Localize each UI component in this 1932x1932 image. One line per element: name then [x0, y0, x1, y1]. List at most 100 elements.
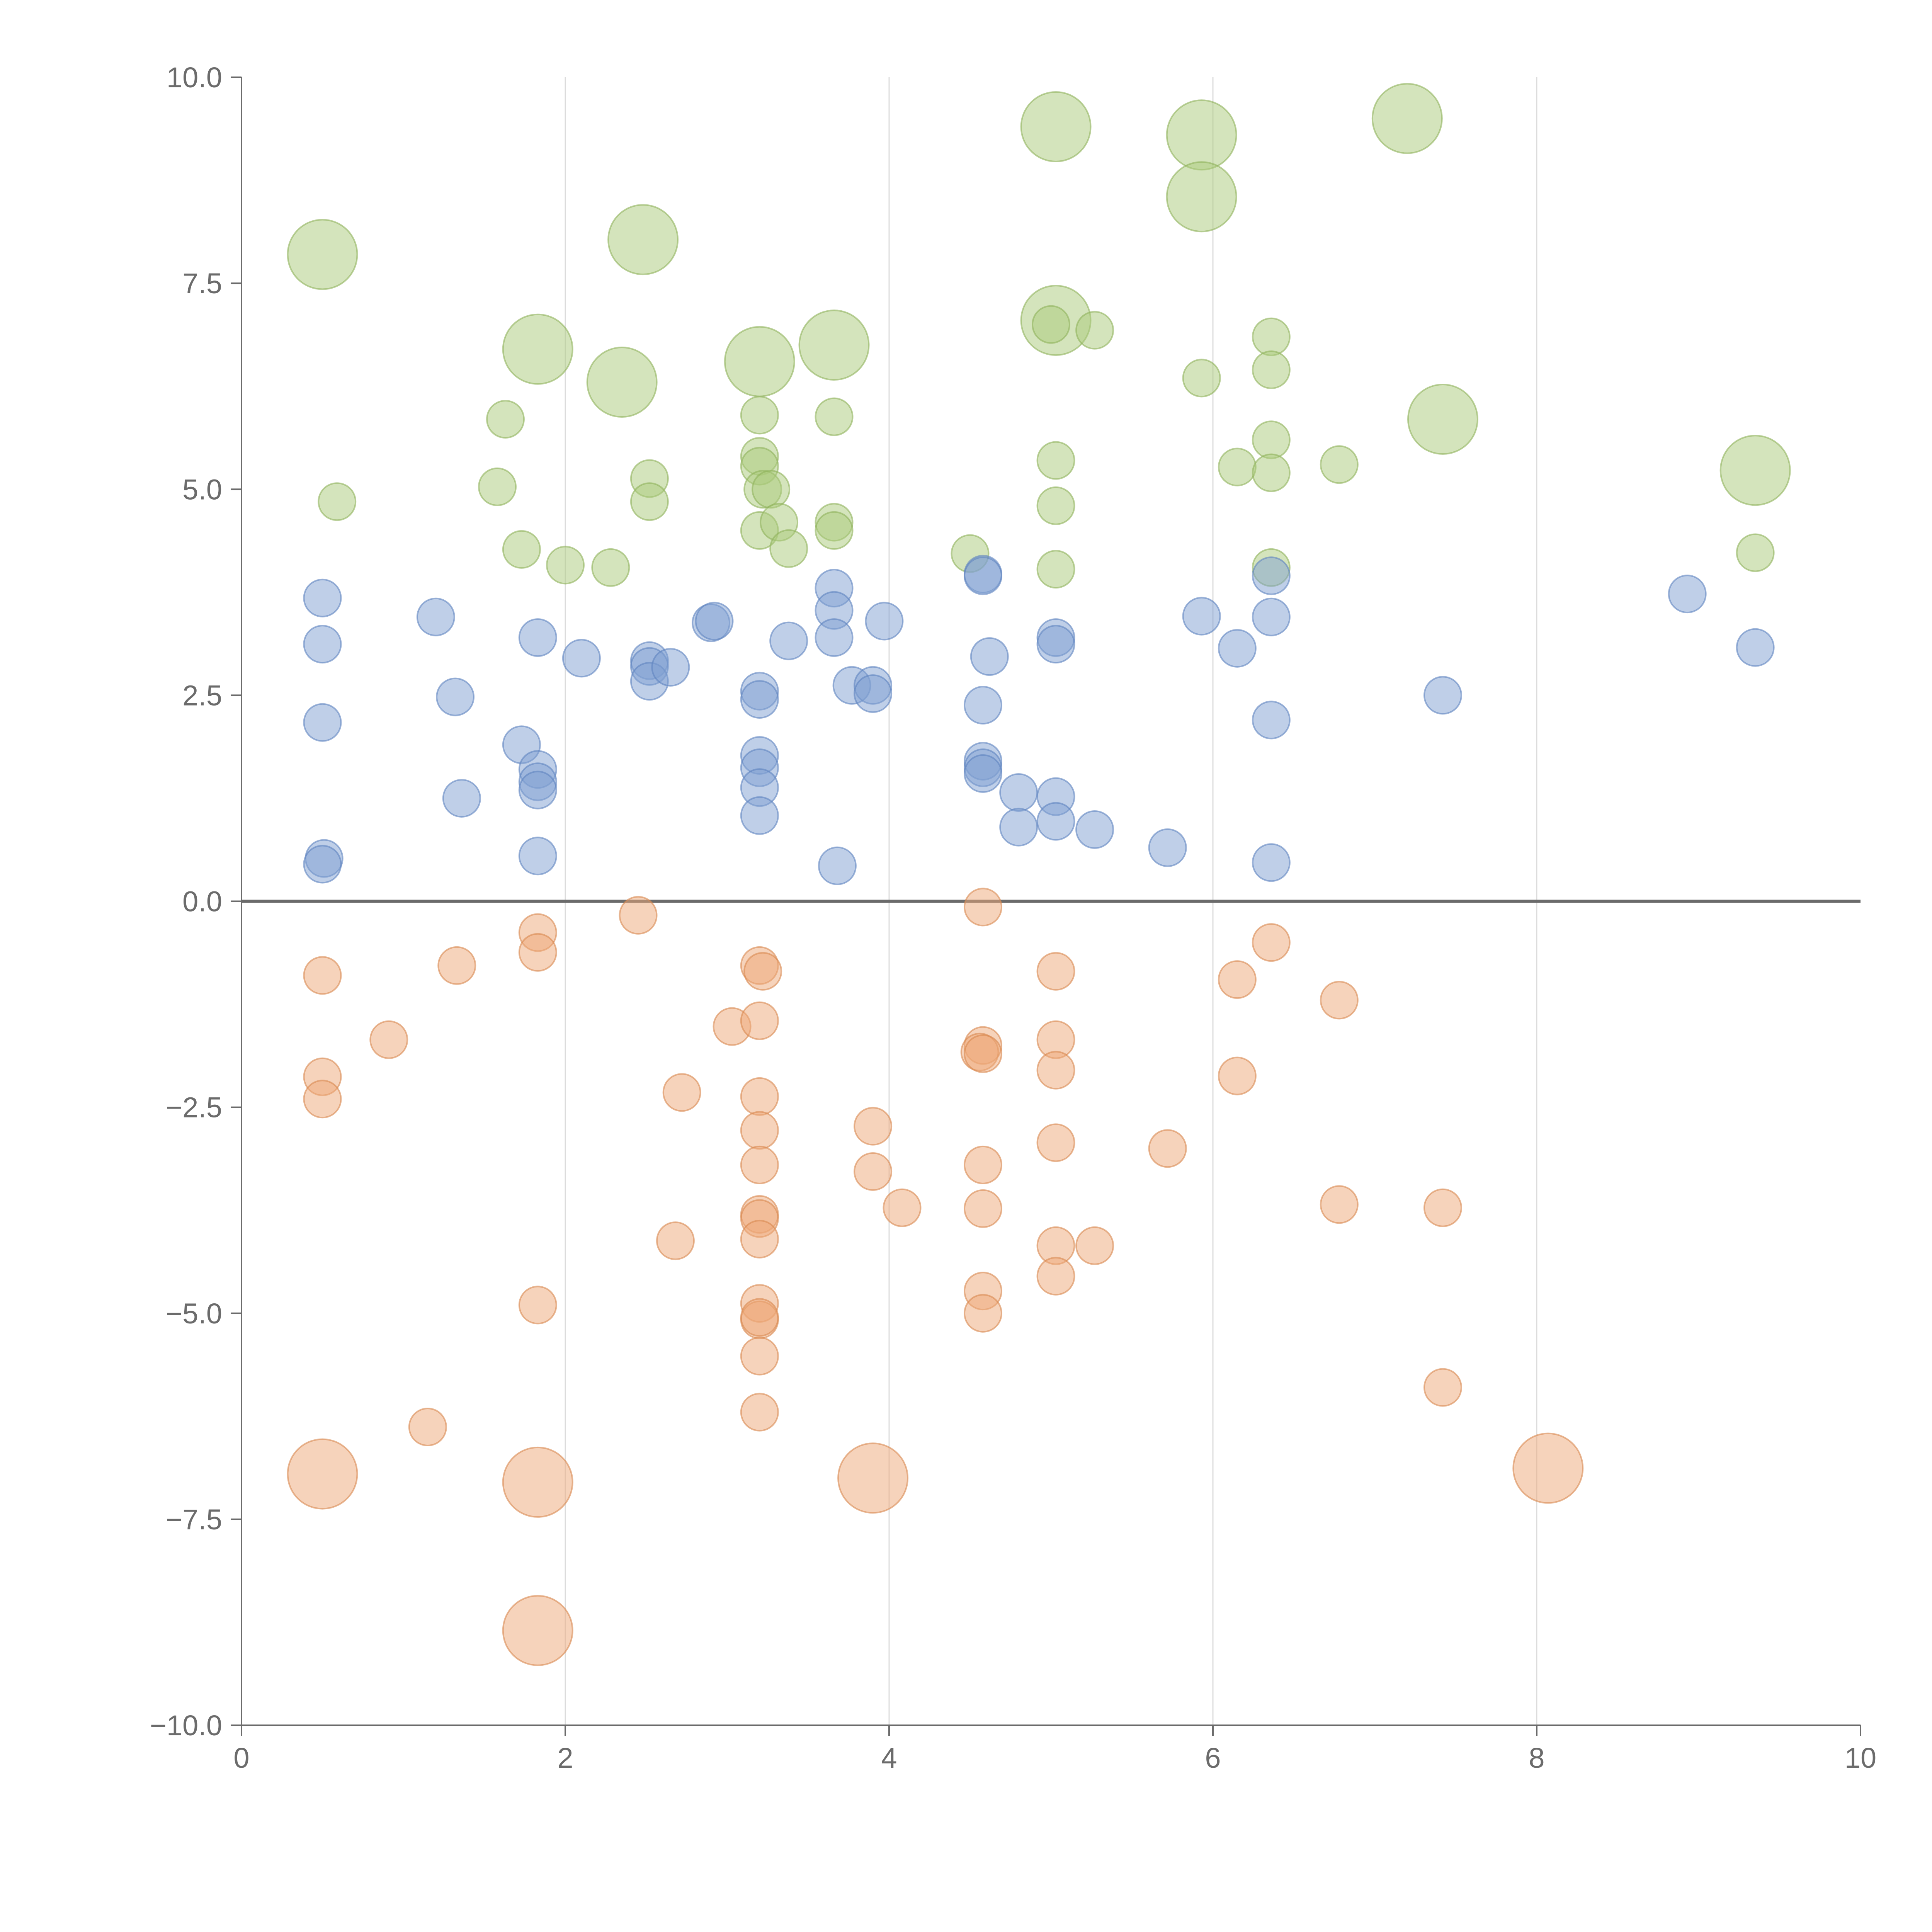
data-point-orange	[743, 952, 782, 991]
data-point-green	[1407, 383, 1478, 455]
series-green	[287, 83, 1791, 589]
data-point-blue	[1075, 810, 1114, 849]
data-point-green	[607, 204, 679, 276]
data-point-blue	[1182, 597, 1221, 636]
data-point-orange	[964, 1189, 1003, 1228]
data-point-blue	[303, 578, 342, 617]
data-point-orange	[740, 1145, 779, 1184]
data-point-blue	[999, 773, 1038, 812]
data-point-orange	[518, 1286, 557, 1325]
data-point-orange	[740, 1393, 779, 1432]
data-point-green	[1036, 486, 1075, 525]
data-point-blue	[518, 770, 557, 810]
data-point-blue	[1036, 802, 1075, 841]
data-point-orange	[408, 1408, 447, 1447]
data-point-green	[1252, 453, 1291, 492]
data-point-blue	[964, 685, 1003, 724]
data-point-blue	[854, 674, 893, 713]
data-point-orange	[740, 1298, 779, 1337]
data-point-green	[586, 347, 658, 418]
data-point-blue	[1252, 556, 1291, 595]
data-point-blue	[970, 637, 1009, 676]
data-point-orange	[1218, 1056, 1257, 1095]
data-point-orange	[437, 946, 476, 985]
data-point-green	[724, 326, 795, 397]
x-tick-label: 10	[1845, 1742, 1876, 1774]
data-point-orange	[740, 1001, 779, 1040]
data-point-orange	[964, 1145, 1003, 1184]
data-point-green	[752, 470, 791, 509]
data-point-green	[1252, 350, 1291, 389]
data-point-blue	[1148, 828, 1187, 867]
data-point-orange	[1036, 1123, 1075, 1162]
data-point-blue	[1252, 701, 1291, 740]
y-tick-label: 7.5	[182, 267, 222, 299]
x-tick-label: 6	[1205, 1742, 1221, 1774]
data-point-green	[1371, 83, 1443, 154]
data-point-orange	[854, 1107, 893, 1146]
data-point-orange	[1423, 1368, 1462, 1407]
data-point-blue	[651, 648, 690, 687]
y-tick-label: −7.5	[166, 1503, 222, 1536]
data-point-blue	[1423, 676, 1462, 715]
data-point-blue	[740, 680, 779, 719]
data-point-blue	[695, 602, 734, 641]
series-orange	[287, 888, 1584, 1666]
data-point-orange	[1075, 1226, 1114, 1265]
data-point-orange	[1036, 952, 1075, 991]
data-point-green	[1736, 533, 1775, 572]
data-point-orange	[1036, 1051, 1075, 1090]
data-point-orange	[1218, 960, 1257, 999]
data-point-blue	[1668, 575, 1707, 614]
x-tick-label: 4	[881, 1742, 897, 1774]
data-point-blue	[964, 556, 1003, 595]
data-point-blue	[303, 845, 342, 884]
data-point-blue	[436, 677, 475, 716]
data-point-green	[1166, 161, 1237, 233]
y-tick-label: −10.0	[150, 1709, 222, 1742]
data-point-green	[1252, 420, 1291, 459]
data-point-orange	[1252, 923, 1291, 962]
data-point-green	[1036, 441, 1075, 480]
data-point-orange	[1148, 1129, 1187, 1168]
y-tick-label: 2.5	[182, 679, 222, 711]
data-point-blue	[740, 796, 779, 835]
data-point-green	[1166, 99, 1237, 171]
data-point-orange	[740, 1077, 779, 1116]
data-point-blue	[815, 618, 854, 657]
x-tick-label: 2	[557, 1742, 573, 1774]
data-point-orange	[740, 1219, 779, 1259]
data-point-green	[591, 548, 630, 587]
data-point-orange	[287, 1438, 358, 1510]
data-point-blue	[562, 639, 601, 678]
data-point-orange	[1320, 1185, 1359, 1224]
data-point-blue	[865, 602, 904, 641]
data-point-green	[486, 400, 525, 439]
data-point-green	[1020, 91, 1092, 162]
data-point-blue	[769, 621, 808, 660]
data-point-green	[287, 219, 358, 290]
y-tick-label: 5.0	[182, 473, 222, 505]
data-point-orange	[854, 1152, 893, 1191]
data-point-green	[815, 511, 854, 550]
data-point-blue	[303, 703, 342, 742]
data-point-blue	[303, 625, 342, 664]
data-point-orange	[964, 1034, 1003, 1073]
data-point-green	[546, 546, 585, 585]
data-point-green	[1719, 435, 1791, 506]
data-point-green	[815, 397, 854, 436]
data-point-orange	[303, 1080, 342, 1119]
data-point-orange	[1512, 1432, 1584, 1504]
data-point-green	[1075, 311, 1114, 350]
series-blue	[303, 554, 1775, 885]
data-point-green	[478, 467, 517, 506]
data-point-blue	[964, 754, 1003, 793]
data-point-orange	[837, 1442, 909, 1514]
data-point-blue	[1252, 843, 1291, 882]
data-point-orange	[518, 933, 557, 972]
axes: 0 2 4 6 8 10 10.0 7.5 5.0 2.5 0.0 −2.5 −5.0 −7.5 −10.0	[150, 61, 1876, 1774]
data-point-orange	[740, 1337, 779, 1376]
data-point-blue	[518, 837, 557, 876]
data-point-green	[630, 482, 669, 521]
data-point-orange	[1036, 1257, 1075, 1296]
